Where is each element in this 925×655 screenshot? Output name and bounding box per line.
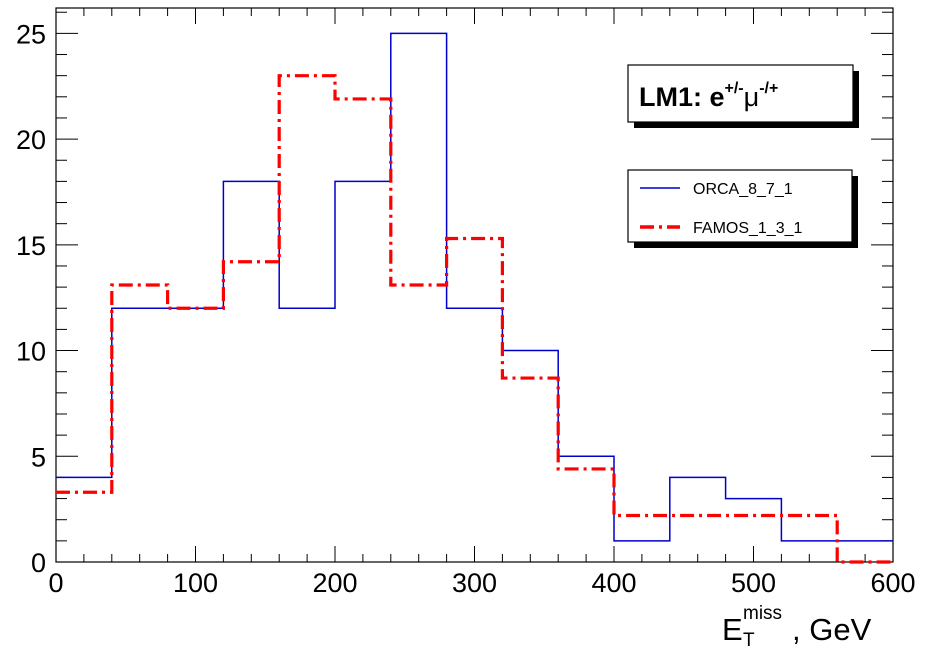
- title-box: LM1: e+/-μ-/+: [627, 64, 859, 128]
- x-axis-label-suffix: , GeV: [792, 612, 872, 647]
- series-line-famos-1-3-1: [56, 74, 893, 564]
- x-tick-label: 400: [591, 568, 636, 598]
- x-axis-label-sub: T: [743, 630, 755, 650]
- chart-title-mu: μ: [744, 82, 760, 112]
- x-tick-label: 300: [452, 568, 497, 598]
- x-axis-label: ETmiss , GeV: [722, 603, 872, 650]
- chart-title-sup2: -/+: [759, 80, 778, 97]
- y-tick-label: 0: [31, 548, 46, 578]
- x-tick-label: 500: [731, 568, 776, 598]
- legend-frame: [627, 169, 853, 243]
- y-tick-label: 25: [16, 19, 46, 49]
- y-tick-label: 15: [16, 231, 46, 261]
- series-line-orca-8-7-1: [56, 32, 893, 542]
- legend: ORCA_8_7_1 FAMOS_1_3_1: [627, 169, 858, 248]
- y-tick-label: 5: [31, 442, 46, 472]
- x-tick-label: 200: [312, 568, 357, 598]
- legend-label-famos: FAMOS_1_3_1: [693, 220, 803, 237]
- x-tick-label: 0: [48, 568, 63, 598]
- x-axis-label-main: E: [722, 612, 743, 647]
- legend-label-orca: ORCA_8_7_1: [693, 181, 793, 198]
- chart-title-prefix: LM1: e: [639, 82, 725, 112]
- y-tick-label: 10: [16, 337, 46, 367]
- chart-title-sup1: +/-: [725, 80, 744, 97]
- x-tick-label: 100: [173, 568, 218, 598]
- x-tick-label: 600: [870, 568, 915, 598]
- x-axis-label-sup: miss: [743, 603, 782, 624]
- y-tick-label: 20: [16, 125, 46, 155]
- series-layer: [56, 32, 893, 564]
- title-box-frame: [627, 64, 854, 123]
- tick-labels: 0 100 200 300 400 500 600 0 5 10 15 20 25: [16, 19, 916, 598]
- chart-title: LM1: e+/-μ-/+: [639, 80, 778, 112]
